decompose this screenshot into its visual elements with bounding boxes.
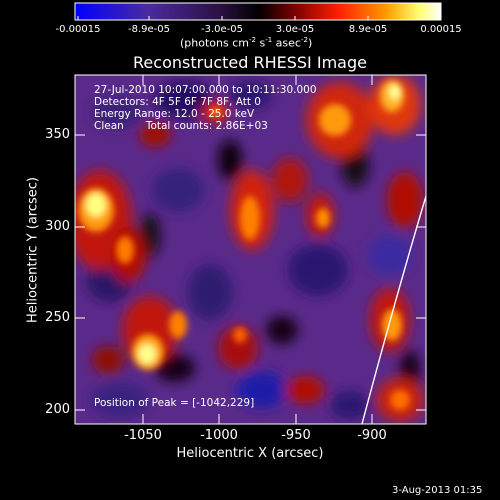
colorbar-units: (photons cm-2 s-1 asec-2) xyxy=(180,36,313,50)
info-block: 27-Jul-2010 10:07:00.000 to 10:11:30.000… xyxy=(94,84,317,132)
colorbar-tick-label: -0.00015 xyxy=(55,24,101,35)
time-range: 27-Jul-2010 10:07:00.000 to 10:11:30.000 xyxy=(94,84,317,96)
total-counts: Total counts: 2.86E+03 xyxy=(145,120,268,132)
peak-position: Position of Peak = [-1042,229] xyxy=(94,397,255,409)
x-tick-label: -900 xyxy=(357,428,387,443)
xray-map xyxy=(75,75,426,424)
generation-timestamp: 3-Aug-2013 01:35 xyxy=(392,485,483,496)
x-tick-label: -1050 xyxy=(124,428,162,443)
x-tick-label: -950 xyxy=(281,428,311,443)
y-tick-label: 250 xyxy=(45,310,70,325)
method: Clean xyxy=(94,120,124,132)
y-tick-label: 350 xyxy=(45,127,70,142)
energy-range: Energy Range: 12.0 - 25.0 keV xyxy=(94,108,255,120)
plot-frame xyxy=(74,74,427,425)
colorbar-tick-label: 3.0e-05 xyxy=(275,24,315,35)
method-counts: Clean Total counts: 2.86E+03 xyxy=(94,120,317,132)
colorbar-tick-label: 0.00015 xyxy=(420,24,462,35)
detectors: Detectors: 4F 5F 6F 7F 8F, Att 0 xyxy=(94,96,261,108)
x-axis-label: Heliocentric X (arcsec) xyxy=(176,446,324,461)
y-tick-label: 200 xyxy=(45,402,70,417)
colorbar-ticks xyxy=(77,16,442,20)
axis-ticks xyxy=(75,75,426,424)
x-tick-label: -1000 xyxy=(200,428,238,443)
colorbar xyxy=(74,2,442,21)
y-axis-label: Heliocentric Y (arcsec) xyxy=(25,177,41,323)
y-tick-label: 300 xyxy=(45,219,70,234)
colorbar-tick-label: -8.9e-05 xyxy=(128,24,170,35)
colorbar-tick-label: 8.9e-05 xyxy=(348,24,388,35)
plot-title: Reconstructed RHESSI Image xyxy=(133,53,367,72)
colorbar-tick-label: -3.0e-05 xyxy=(201,24,243,35)
